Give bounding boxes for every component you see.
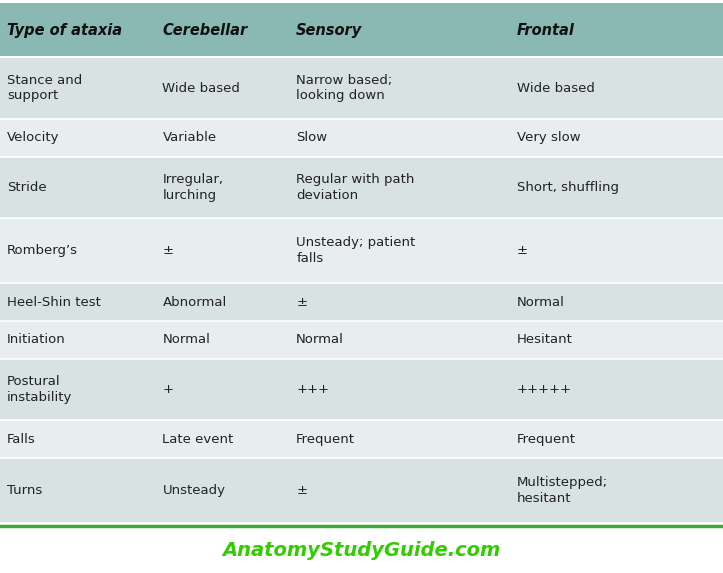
Bar	[0, 156, 155, 218]
Text: Irregular,
lurching: Irregular, lurching	[163, 173, 223, 202]
Text: Postural
instability: Postural instability	[7, 375, 72, 404]
Text: Romberg’s: Romberg’s	[7, 244, 78, 257]
Text: Variable: Variable	[163, 131, 217, 144]
Text: Late event: Late event	[163, 433, 234, 446]
Text: ±: ±	[517, 244, 528, 257]
Text: AnatomyStudyGuide.com: AnatomyStudyGuide.com	[222, 541, 501, 560]
Text: Type of ataxia: Type of ataxia	[7, 23, 122, 38]
Text: Hesitant: Hesitant	[517, 333, 573, 346]
Bar	[0, 359, 155, 420]
Bar	[155, 3, 289, 57]
Bar	[155, 218, 289, 283]
Text: Normal: Normal	[517, 296, 565, 308]
Bar	[0, 3, 155, 57]
Bar	[155, 57, 289, 119]
Bar	[155, 420, 289, 458]
Bar	[155, 119, 289, 156]
Text: Short, shuffling: Short, shuffling	[517, 181, 619, 194]
Bar	[510, 458, 723, 523]
Text: Normal: Normal	[163, 333, 210, 346]
Bar	[289, 420, 510, 458]
Bar	[0, 283, 155, 321]
Text: Very slow: Very slow	[517, 131, 581, 144]
Bar	[155, 283, 289, 321]
Text: +++: +++	[296, 383, 329, 396]
Text: Falls: Falls	[7, 433, 35, 446]
Text: ±: ±	[296, 296, 307, 308]
Bar	[510, 283, 723, 321]
Bar	[289, 3, 510, 57]
Bar	[289, 359, 510, 420]
Bar	[155, 321, 289, 359]
Bar	[0, 458, 155, 523]
Text: Stride: Stride	[7, 181, 46, 194]
Text: Frontal: Frontal	[517, 23, 575, 38]
Text: Cerebellar: Cerebellar	[163, 23, 248, 38]
Bar	[510, 119, 723, 156]
Text: +: +	[163, 383, 174, 396]
Text: Wide based: Wide based	[163, 81, 240, 95]
Bar	[289, 321, 510, 359]
Text: ±: ±	[296, 484, 307, 497]
Bar	[510, 156, 723, 218]
Bar	[0, 57, 155, 119]
Text: Frequent: Frequent	[296, 433, 355, 446]
Text: Normal: Normal	[296, 333, 344, 346]
Text: Wide based: Wide based	[517, 81, 594, 95]
Bar	[289, 458, 510, 523]
Bar	[510, 420, 723, 458]
Bar	[510, 57, 723, 119]
Bar	[510, 359, 723, 420]
Bar	[289, 119, 510, 156]
Bar	[155, 156, 289, 218]
Bar	[289, 156, 510, 218]
Text: Heel-Shin test: Heel-Shin test	[7, 296, 101, 308]
Bar	[510, 321, 723, 359]
Bar	[510, 218, 723, 283]
Text: Velocity: Velocity	[7, 131, 59, 144]
Text: Frequent: Frequent	[517, 433, 576, 446]
Bar	[0, 420, 155, 458]
Text: Unsteady: Unsteady	[163, 484, 226, 497]
Text: Regular with path
deviation: Regular with path deviation	[296, 173, 414, 202]
Text: Multistepped;
hesitant: Multistepped; hesitant	[517, 476, 608, 505]
Text: Sensory: Sensory	[296, 23, 362, 38]
Text: Unsteady; patient
falls: Unsteady; patient falls	[296, 236, 416, 265]
Bar	[155, 458, 289, 523]
Text: ±: ±	[163, 244, 174, 257]
Bar	[510, 3, 723, 57]
Bar	[155, 359, 289, 420]
Bar	[0, 218, 155, 283]
Text: Abnormal: Abnormal	[163, 296, 227, 308]
Bar	[289, 283, 510, 321]
Bar	[289, 218, 510, 283]
Text: Slow: Slow	[296, 131, 328, 144]
Text: Stance and
support: Stance and support	[7, 74, 82, 103]
Text: Narrow based;
looking down: Narrow based; looking down	[296, 74, 393, 103]
Bar	[0, 119, 155, 156]
Bar	[289, 57, 510, 119]
Text: Initiation: Initiation	[7, 333, 66, 346]
Text: +++++: +++++	[517, 383, 572, 396]
Bar	[0, 321, 155, 359]
Text: Turns: Turns	[7, 484, 42, 497]
